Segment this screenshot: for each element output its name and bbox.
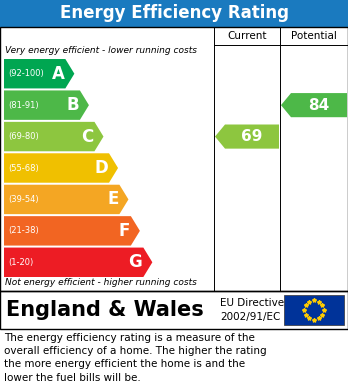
Text: F: F: [119, 222, 130, 240]
Text: (69-80): (69-80): [8, 132, 39, 141]
Polygon shape: [4, 185, 128, 214]
Text: The energy efficiency rating is a measure of the
overall efficiency of a home. T: The energy efficiency rating is a measur…: [4, 333, 267, 383]
Text: (21-38): (21-38): [8, 226, 39, 235]
Polygon shape: [4, 153, 118, 183]
Text: A: A: [52, 65, 64, 83]
Text: Current: Current: [227, 31, 267, 41]
Text: Potential: Potential: [291, 31, 337, 41]
Text: E: E: [107, 190, 118, 208]
Bar: [0, 0, 348, 27]
Text: G: G: [129, 253, 142, 271]
Text: EU Directive
2002/91/EC: EU Directive 2002/91/EC: [220, 298, 284, 322]
Text: B: B: [66, 96, 79, 114]
Text: (92-100): (92-100): [8, 69, 44, 78]
Polygon shape: [4, 216, 140, 246]
Text: (39-54): (39-54): [8, 195, 39, 204]
Polygon shape: [215, 124, 279, 149]
Text: (55-68): (55-68): [8, 163, 39, 172]
Bar: [0, 27, 348, 291]
Text: C: C: [81, 127, 94, 145]
Text: Energy Efficiency Rating: Energy Efficiency Rating: [60, 5, 288, 23]
Polygon shape: [4, 59, 74, 88]
Text: D: D: [94, 159, 108, 177]
Polygon shape: [281, 93, 347, 117]
Text: England & Wales: England & Wales: [6, 300, 204, 320]
Text: 69: 69: [241, 129, 263, 144]
Bar: [0, 27, 348, 291]
Polygon shape: [4, 122, 103, 151]
Text: (81-91): (81-91): [8, 100, 39, 109]
Bar: [0, 291, 348, 329]
Text: Very energy efficient - lower running costs: Very energy efficient - lower running co…: [5, 46, 197, 55]
Text: (1-20): (1-20): [8, 258, 33, 267]
Bar: [284, 295, 344, 325]
Text: Not energy efficient - higher running costs: Not energy efficient - higher running co…: [5, 278, 197, 287]
Polygon shape: [4, 90, 89, 120]
Text: 84: 84: [308, 98, 330, 113]
Polygon shape: [4, 248, 152, 277]
